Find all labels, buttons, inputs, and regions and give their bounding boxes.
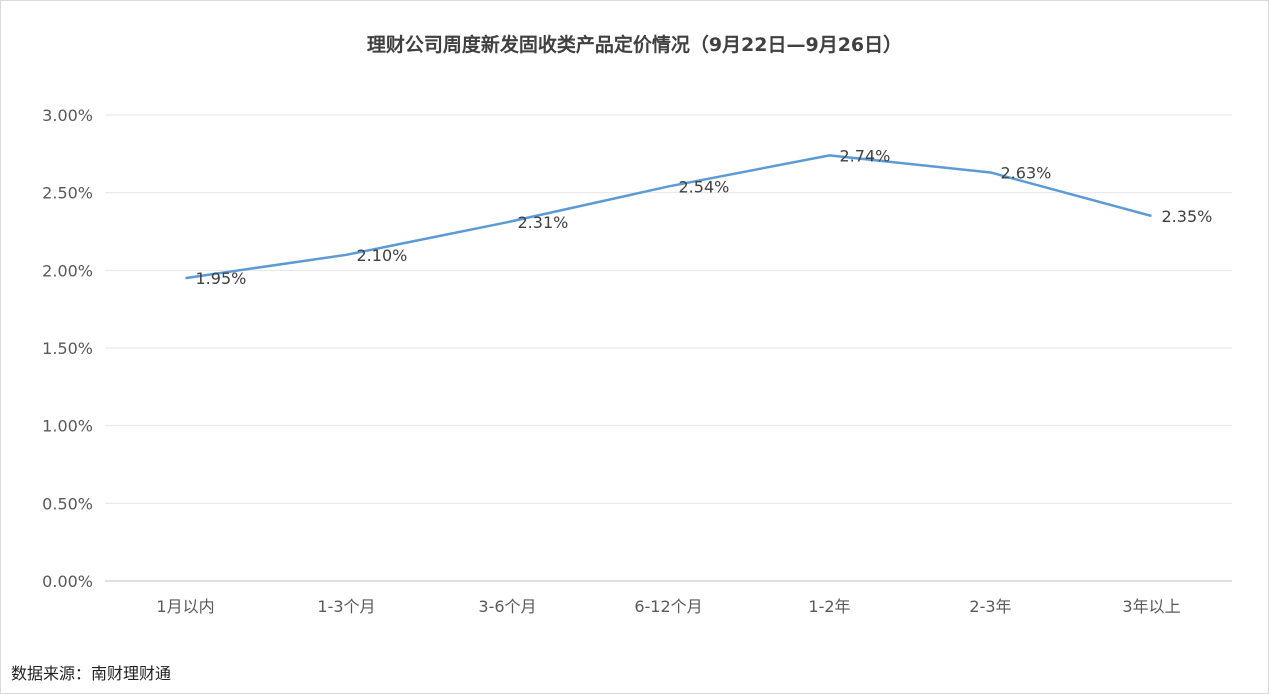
y-tick-label: 2.00% xyxy=(42,261,93,280)
x-tick-label: 2-3年 xyxy=(969,597,1011,616)
data-label: 2.35% xyxy=(1162,207,1213,226)
y-tick-label: 3.00% xyxy=(42,106,93,125)
data-label: 2.63% xyxy=(1001,163,1052,182)
source-note: 数据来源：南财理财通 xyxy=(11,664,172,683)
data-label: 2.54% xyxy=(679,177,730,196)
y-tick-label: 0.00% xyxy=(42,572,93,591)
y-tick-label: 1.50% xyxy=(42,339,93,358)
x-tick-label: 3年以上 xyxy=(1122,597,1180,616)
x-tick-label: 1-3个月 xyxy=(317,597,375,616)
y-axis-ticks: 0.00% 0.50% 1.00% 1.50% 2.00% 2.50% 3.00% xyxy=(42,106,93,591)
series-line xyxy=(185,154,1152,280)
series-polyline xyxy=(185,154,1152,280)
chart-title: 理财公司周度新发固收类产品定价情况（9月22日—9月26日） xyxy=(366,34,903,56)
y-tick-label: 0.50% xyxy=(42,494,93,513)
y-tick-label: 1.00% xyxy=(42,417,93,436)
y-tick-label: 2.50% xyxy=(42,184,93,203)
gridlines xyxy=(105,114,1232,582)
data-label: 1.95% xyxy=(196,269,247,288)
x-tick-label: 3-6个月 xyxy=(478,597,536,616)
data-label: 2.10% xyxy=(357,246,408,265)
x-axis-ticks: 1月以内 1-3个月 3-6个月 6-12个月 1-2年 2-3年 3年以上 xyxy=(156,597,1180,616)
data-label: 2.31% xyxy=(518,213,569,232)
x-tick-label: 1月以内 xyxy=(156,597,214,616)
data-label: 2.74% xyxy=(840,146,891,165)
data-labels: 1.95% 2.10% 2.31% 2.54% 2.74% 2.63% 2.35% xyxy=(196,146,1213,288)
x-tick-label: 1-2年 xyxy=(808,597,850,616)
x-tick-label: 6-12个月 xyxy=(634,597,702,616)
